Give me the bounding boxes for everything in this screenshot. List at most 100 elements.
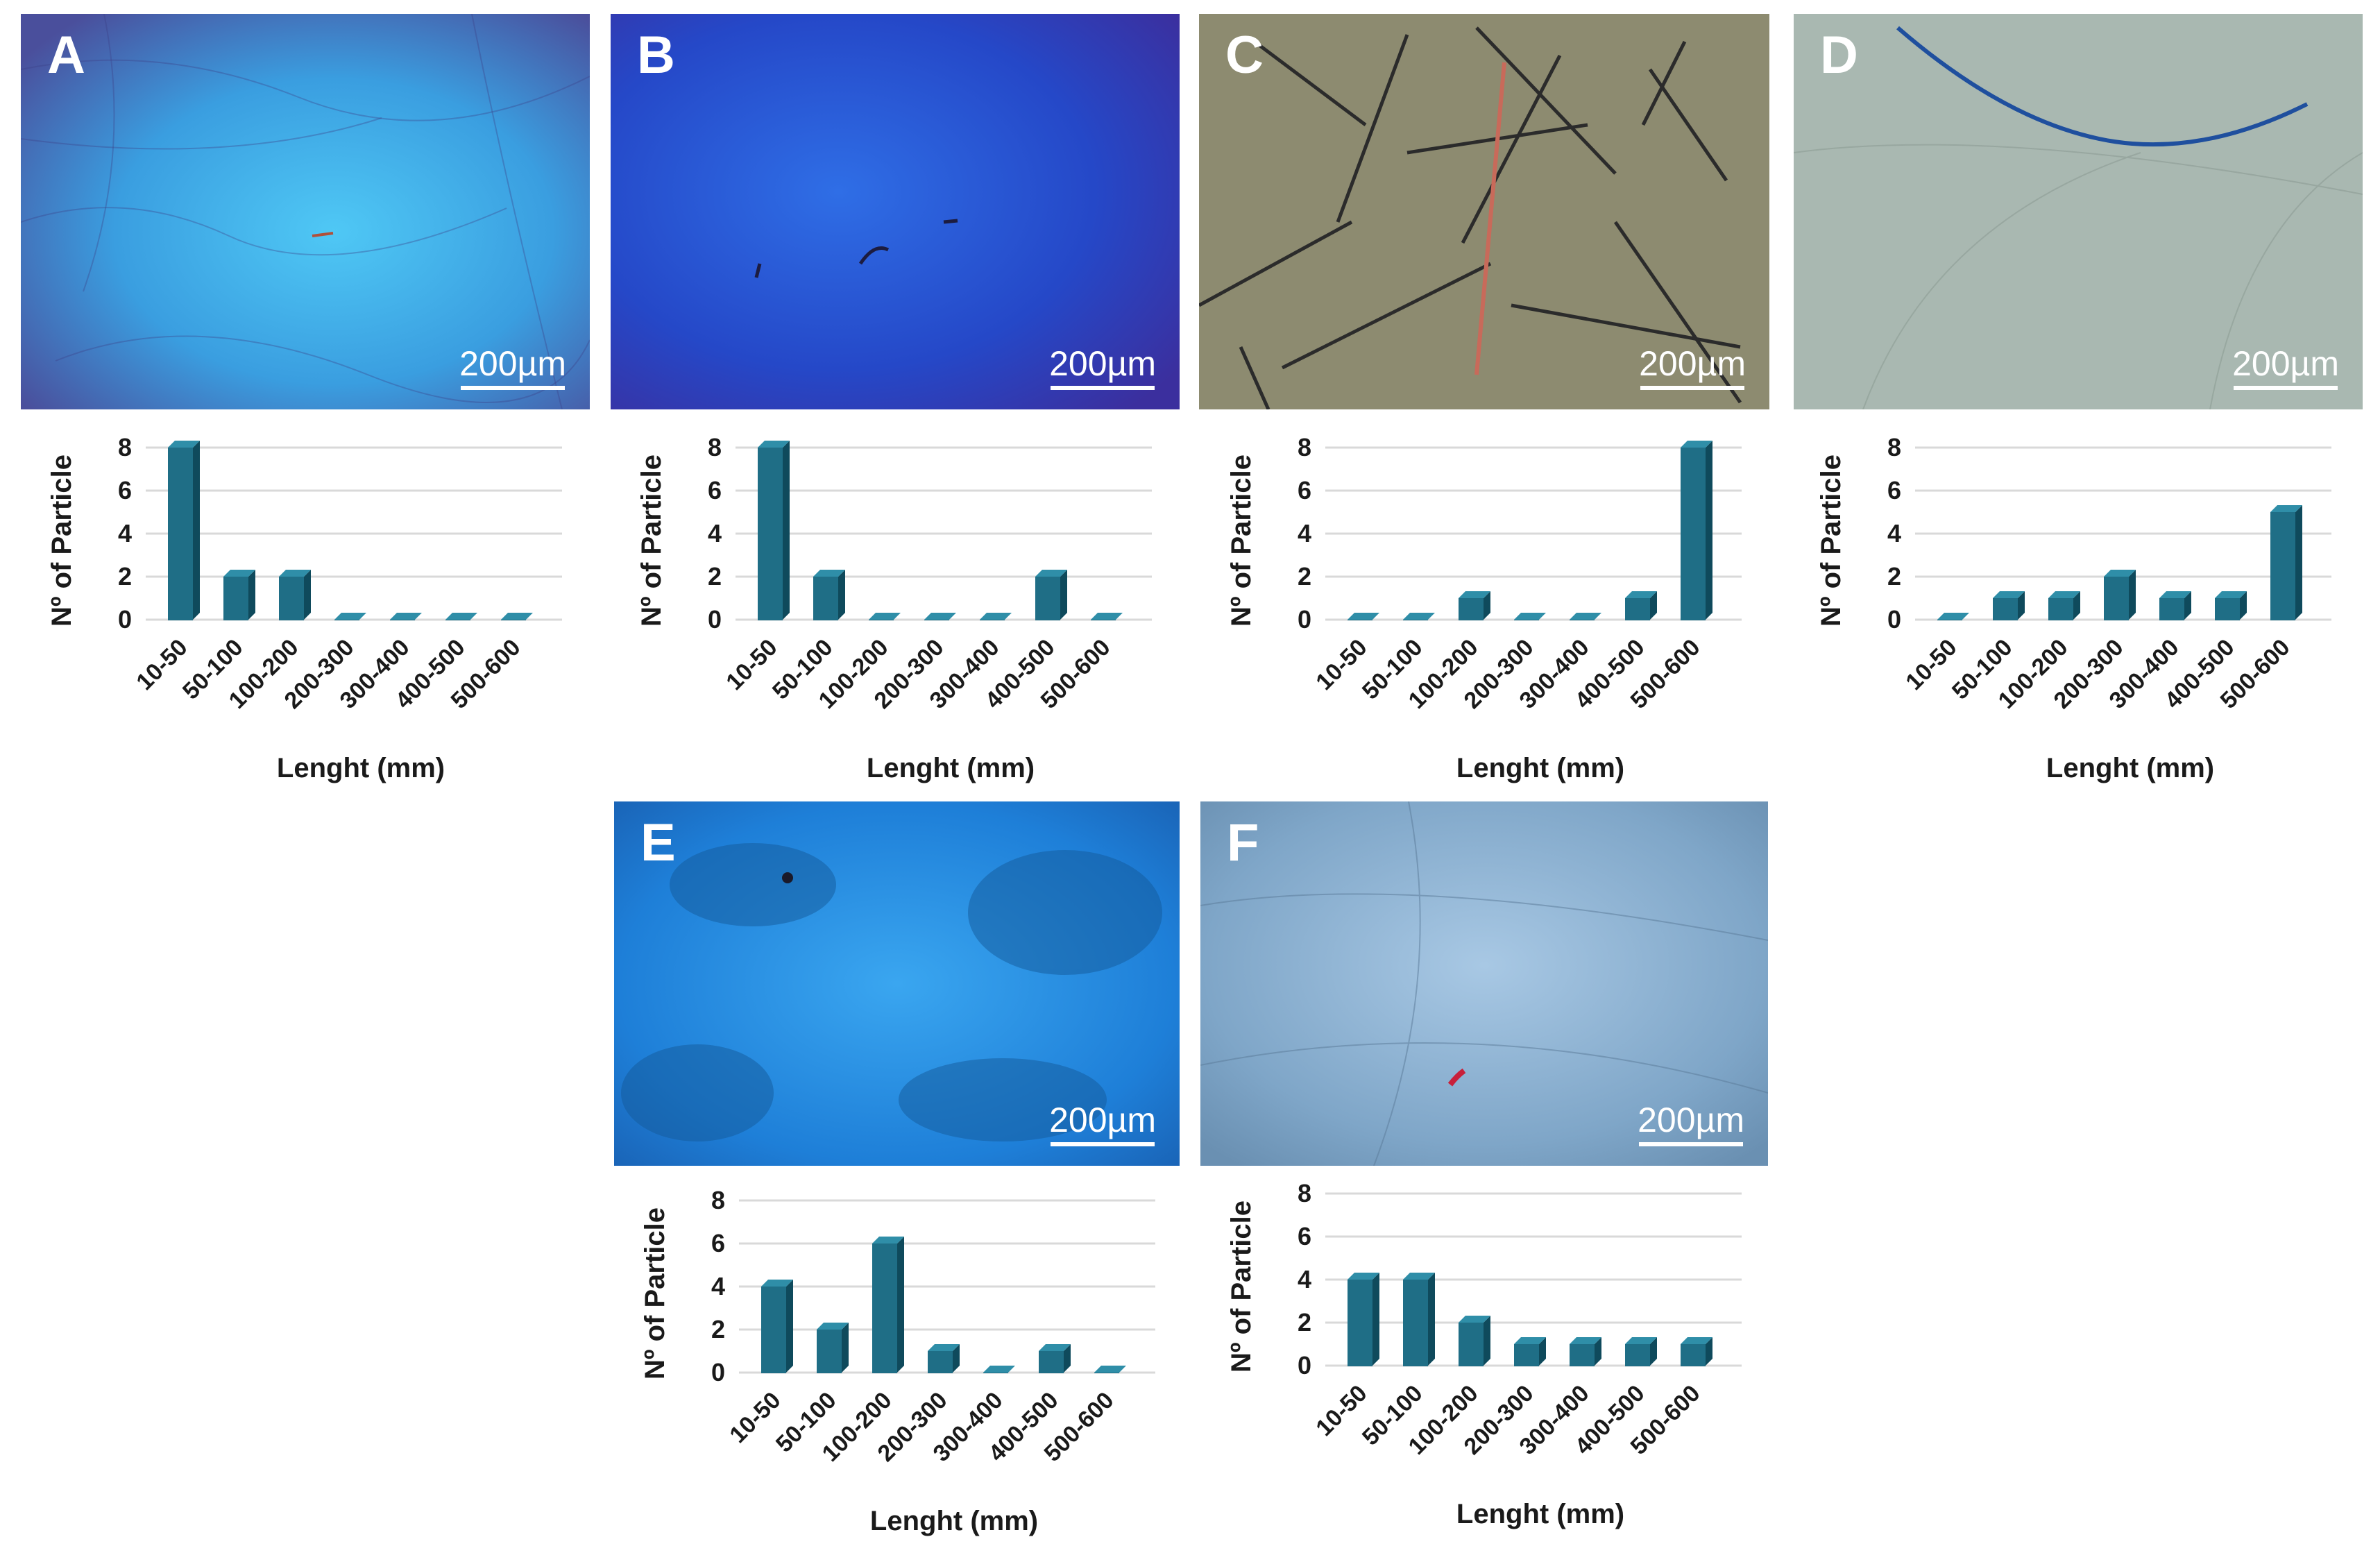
bar-side [783,441,790,620]
bar [758,441,790,620]
bar-top [1091,613,1123,620]
bar-front [2270,512,2295,620]
bar-side [1060,570,1067,620]
y-tick-label: 2 [118,562,132,591]
bar [1094,1366,1126,1373]
y-axis-title: Nº of Particle [1816,455,1846,627]
x-axis-title: Lenght (mm) [1456,753,1624,783]
bar-top [980,613,1012,620]
bar-side [1428,1273,1435,1366]
scale-bar: 200µm [2232,345,2339,390]
micrograph-e: E 200µm [614,801,1180,1166]
y-tick-label: 4 [1298,1265,1311,1293]
bar-top [1993,591,2025,598]
bar [223,570,255,620]
panel-letter: D [1820,26,1858,85]
bar-top [758,441,790,448]
y-tick-label: 8 [118,433,132,461]
bar-front [2048,598,2073,620]
y-tick-label: 2 [1298,562,1311,591]
bar [817,1323,849,1373]
y-tick-label: 2 [1887,562,1901,591]
bar-top [1459,591,1490,598]
bar [872,1237,904,1373]
bar-side [953,1344,960,1373]
scale-bar-line [1051,386,1155,390]
bar-top [390,613,422,620]
bar-top [1681,441,1712,448]
bar [1403,1273,1435,1366]
bar [1039,1344,1071,1373]
bar-top [813,570,845,577]
scale-bar: 200µm [459,345,566,390]
bar-top [279,570,311,577]
bar [445,613,477,620]
bar-top [223,570,255,577]
y-tick-label: 0 [1298,605,1311,634]
bar-top [983,1366,1015,1373]
bar [928,1344,960,1373]
bar [869,613,901,620]
bar [168,441,200,620]
bar-side [1372,1273,1379,1366]
bar [334,613,366,620]
bar-top [2104,570,2136,577]
panel-letter: B [637,26,675,85]
bar [2048,591,2080,620]
bar-side [1484,1316,1490,1366]
panel-letter: A [47,26,85,85]
y-tick-label: 0 [711,1358,725,1386]
bar [279,570,311,620]
bar [1348,1273,1379,1366]
bar [1091,613,1123,620]
panel-letter: E [640,813,676,872]
bar-side [1539,1337,1546,1366]
bar-front [1681,448,1706,620]
scale-bar: 200µm [1639,345,1746,390]
y-axis-title: Nº of Particle [46,455,77,627]
bar-side [193,441,200,620]
bar-front [872,1243,897,1373]
bar-side [1595,1337,1601,1366]
bar-front [1459,1323,1484,1366]
x-axis-title: Lenght (mm) [870,1506,1038,1536]
scale-bar-label: 200µm [1049,1101,1156,1139]
bar-front [168,448,193,620]
bar-top [2159,591,2191,598]
bar [2159,591,2191,620]
y-axis-title: Nº of Particle [636,455,667,627]
bar-front [1035,577,1060,620]
bar-front [2104,577,2129,620]
bar-side [2073,591,2080,620]
bar-side [1650,1337,1657,1366]
bar-side [2295,505,2302,620]
bar-front [928,1351,953,1373]
bar [1459,591,1490,620]
bar-side [1484,591,1490,620]
bar-front [1348,1280,1372,1366]
bar-front [1993,598,2018,620]
micrograph-d: D 200µm [1794,14,2363,409]
bar-top [928,1344,960,1351]
y-tick-label: 0 [708,605,722,634]
bar-front [758,448,783,620]
bar-top [1403,613,1435,620]
bar-top [1403,1273,1435,1280]
y-tick-label: 8 [1298,1179,1311,1207]
scale-bar-line [2234,386,2338,390]
bar [1570,1337,1601,1366]
scale-bar-label: 200µm [459,344,566,383]
bar-front [1681,1344,1706,1366]
y-tick-label: 6 [1298,476,1311,504]
y-tick-label: 6 [118,476,132,504]
scale-bar-line [1640,386,1745,390]
bar [1681,1337,1712,1366]
bar-top [869,613,901,620]
bar-side [897,1237,904,1373]
bar-top [168,441,200,448]
histogram-b: 0 2 4 6 8 Nº of Particle 10-50 50-100 100-200 200… [618,427,1187,805]
bar-top [1514,613,1546,620]
micrograph-f-image [1200,801,1768,1166]
